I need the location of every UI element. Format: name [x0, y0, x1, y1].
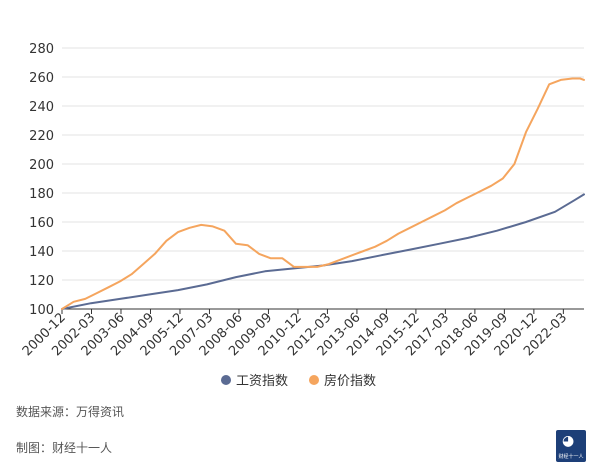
y-tick-label: 100 — [29, 303, 54, 318]
y-tick-label: 200 — [29, 158, 54, 173]
legend-label-0: 工资指数 — [236, 374, 288, 389]
y-tick-label: 120 — [29, 274, 54, 289]
y-tick-label: 220 — [29, 129, 54, 144]
legend-marker-1 — [309, 375, 319, 385]
y-tick-label: 280 — [29, 42, 54, 57]
y-axis-ticks: 100 120 140 160 180 200 220 240 260 280 — [29, 42, 54, 318]
publisher-logo: ◕ 财经十一人 — [556, 430, 586, 462]
y-tick-label: 180 — [29, 187, 54, 202]
y-tick-label: 140 — [29, 245, 54, 260]
data-source-note: 数据来源：万得资讯 — [16, 405, 125, 419]
x-axis-ticks: 2000-122002-032003-062004-092005-122007-… — [20, 309, 570, 359]
series-line-0 — [61, 193, 585, 310]
y-tick-label: 240 — [29, 100, 54, 115]
y-tick-label: 260 — [29, 71, 54, 86]
grid-lines — [62, 47, 584, 281]
legend-marker-0 — [221, 375, 231, 385]
series-lines — [61, 77, 585, 310]
chart-maker-note: 制图：财经十一人 — [16, 441, 113, 455]
legend-label-1: 房价指数 — [324, 373, 376, 389]
logo-caption: 财经十一人 — [558, 454, 584, 460]
globe-icon: ◕ — [562, 433, 575, 449]
series-line-1 — [61, 77, 585, 310]
y-tick-label: 160 — [29, 216, 54, 231]
legend: 工资指数 房价指数 — [221, 373, 376, 389]
